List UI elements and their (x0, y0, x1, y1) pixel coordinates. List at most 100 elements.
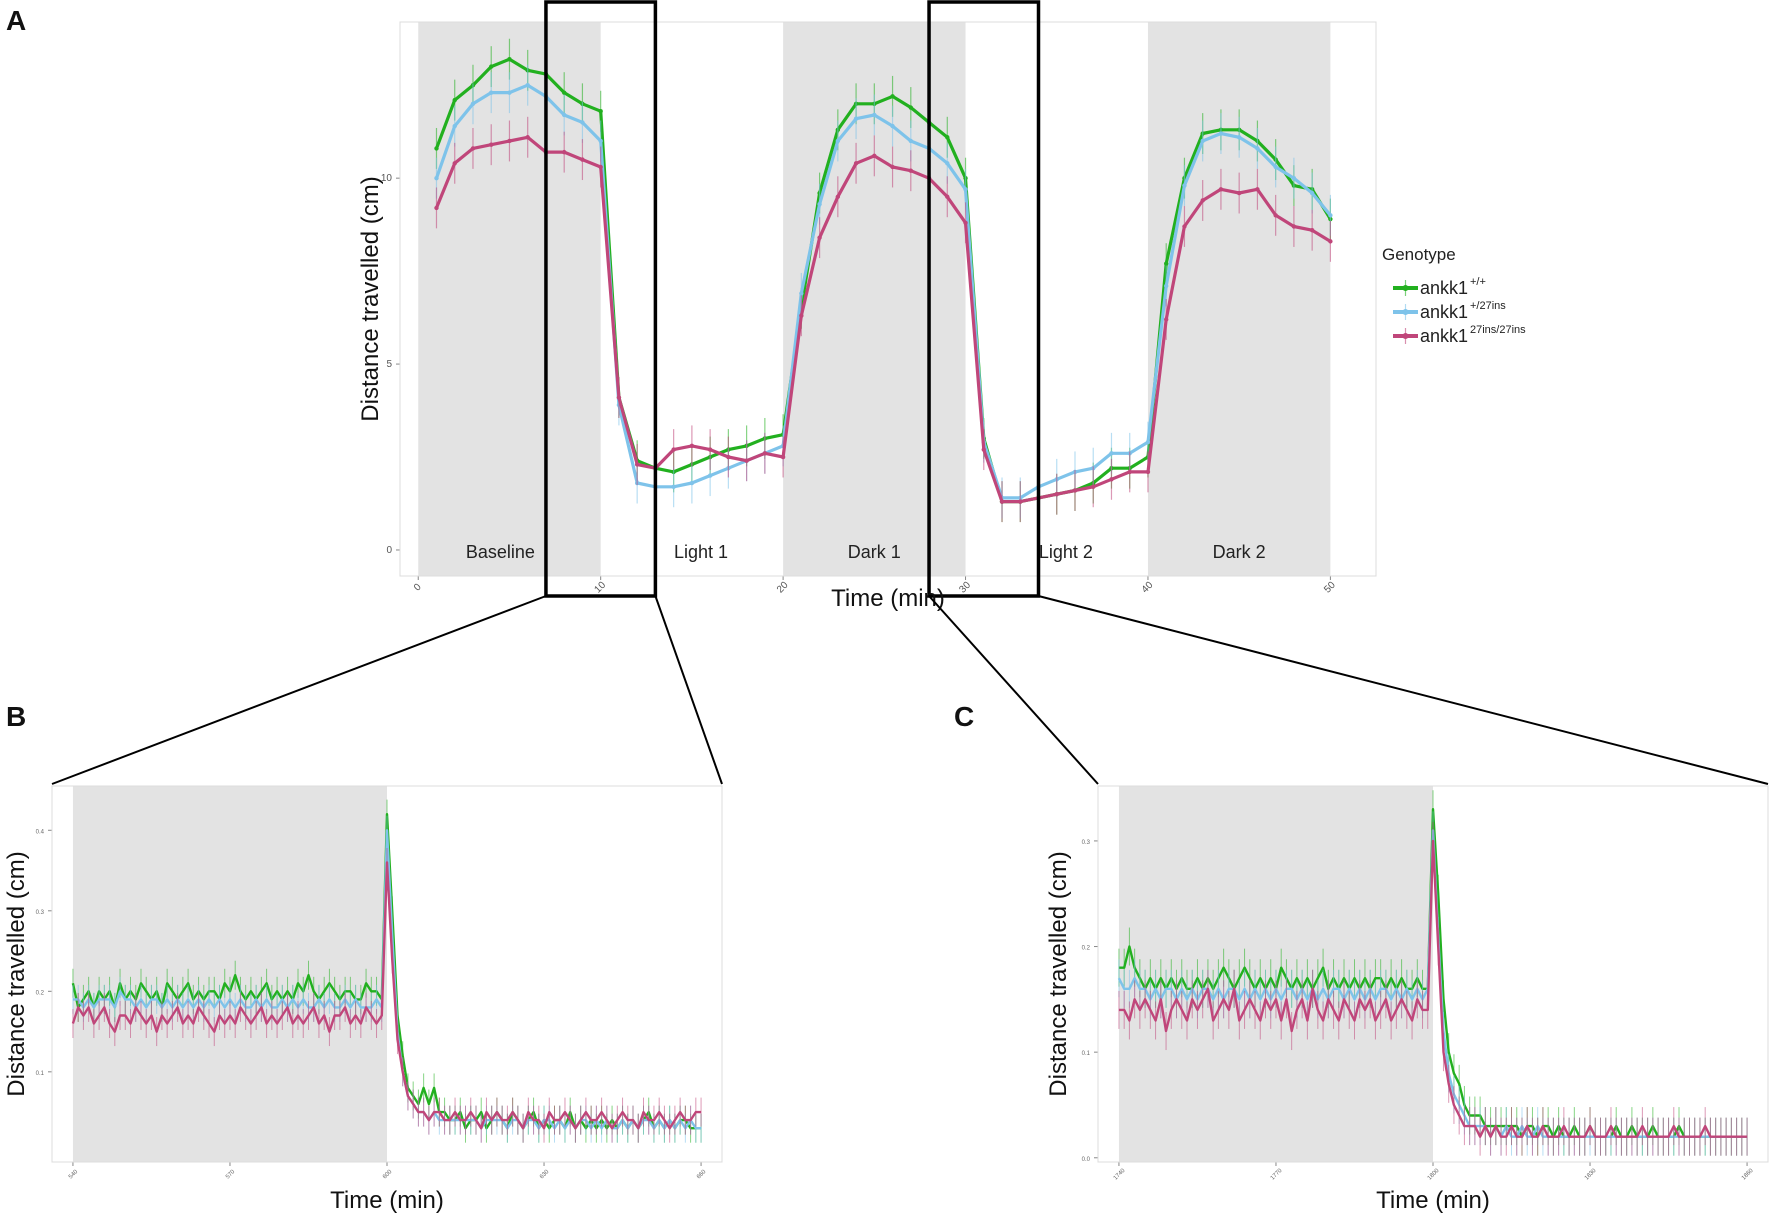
panel-a-data-point (799, 313, 804, 318)
panel-a-data-point (707, 473, 713, 478)
legend-label-2: ankk1 (1420, 302, 1468, 322)
panel-c-plot: 0.0 0.1 0.2 0.3 1740 1770 1800 1830 1860 (1082, 785, 1769, 1182)
panel-a-data-point (507, 56, 512, 62)
legend-title: Genotype (1382, 245, 1456, 264)
panel-b-plot: 0.1 0.2 0.3 0.4 540 570 600 630 660 (36, 785, 723, 1181)
panel-a-data-point (1328, 239, 1333, 244)
panel-a-data-point (616, 395, 622, 400)
panel-a-data-point (908, 105, 914, 110)
panel-c-frame (1097, 785, 1769, 1163)
panel-a-data-point (1018, 499, 1023, 504)
panel-a-series-line-3 (435, 135, 1332, 504)
legend-key-point-1 (1402, 285, 1409, 291)
panel-a-phase-label-2: Light 1 (674, 542, 728, 562)
panel-a-data-point (1218, 187, 1224, 192)
panel-a-y-axis-title: Distance travelled (cm) (357, 176, 384, 421)
panel-a-phase-label-5: Dark 2 (1213, 542, 1266, 562)
panel-c-x-axis-title: Time (min) (1376, 1187, 1490, 1214)
panel-b-x-tick-label: 660 (696, 1169, 708, 1181)
panel-a-data-point (561, 90, 567, 95)
panel-a-data-point (1072, 488, 1078, 493)
panel-letter-c: C (954, 701, 974, 732)
panel-a-data-point (726, 454, 731, 460)
panel-a-data-point (780, 454, 786, 460)
panel-c-x-tick-label: 1740 (1113, 1167, 1127, 1181)
panel-a-data-point (908, 168, 914, 173)
panel-a-data-point (835, 138, 841, 144)
panel-a-data-point (580, 120, 585, 125)
panel-a-data-point (1127, 469, 1132, 475)
panel-a-data-point (799, 291, 804, 296)
panel-a-data-point (1109, 451, 1114, 456)
panel-a-x-tick-label: 30 (957, 580, 973, 596)
panel-a-data-point (671, 447, 676, 452)
panel-a-data-point (598, 164, 603, 170)
panel-b-y-tick-label: 0.4 (36, 829, 45, 835)
panel-b-x-axis-title: Time (min) (330, 1187, 444, 1214)
panel-a-data-point (890, 164, 895, 170)
panel-a-zoom-box-1 (544, 0, 658, 598)
connector-c-left (928, 595, 1099, 785)
panel-a-data-point (689, 443, 695, 449)
panel-a-phase-label-3: Dark 1 (848, 542, 901, 562)
panel-a-data-point (561, 149, 567, 155)
panel-a-data-point (908, 138, 914, 144)
panel-a-data-point (507, 90, 512, 95)
panel-c-y-tick-label: 0.0 (1082, 1157, 1091, 1163)
zoom-connector-lines (51, 595, 1769, 785)
panel-a-data-point (580, 157, 585, 162)
panel-a-shaded-period-3 (1147, 22, 1331, 576)
panel-a-x-tick-label: 20 (775, 580, 791, 596)
panel-a-y-tick-label: 0 (386, 545, 392, 556)
panel-a-data-point (1273, 213, 1278, 218)
panel-a-data-point (1109, 477, 1114, 482)
panel-a-data-point (853, 161, 859, 166)
panel-a-data-point (1236, 135, 1242, 140)
panel-a-data-point (945, 135, 950, 140)
legend-key-point-2 (1402, 309, 1409, 315)
panel-c-x-tick-label: 1830 (1584, 1167, 1598, 1181)
panel-a-data-point (1200, 138, 1205, 144)
connector-b-right (654, 595, 723, 785)
panel-a-x-tick-label: 50 (1322, 580, 1338, 596)
connector-c-right (1038, 595, 1769, 785)
panel-a-data-point (1164, 317, 1169, 322)
panel-c-x-tick-label: 1860 (1741, 1167, 1755, 1181)
panel-c-x-tick-label: 1770 (1270, 1167, 1284, 1181)
panel-c-y-tick-label: 0.2 (1082, 946, 1091, 952)
panel-b-x-tick-label: 540 (68, 1169, 80, 1181)
legend-label-superscript-3: 27ins/27ins (1470, 324, 1526, 336)
panel-a-data-point (744, 458, 749, 463)
panel-a-data-point (1309, 228, 1315, 233)
panel-a-data-point (872, 112, 877, 118)
panel-a-data-point (1218, 131, 1224, 136)
panel-a-data-point (1309, 190, 1315, 196)
panel-a-frame (399, 21, 1377, 577)
panel-a-y-tick-label: 5 (386, 359, 392, 370)
connector-b-left (51, 595, 547, 785)
panel-c-y-axis-title: Distance travelled (cm) (1045, 851, 1072, 1096)
panel-a-data-point (1182, 183, 1187, 188)
panel-b-y-tick-label: 0.1 (36, 1071, 45, 1077)
panel-a-data-point (1255, 187, 1260, 192)
panel-a-data-point (1236, 190, 1242, 196)
panel-a-data-point (1291, 175, 1297, 181)
panel-a-data-point (689, 480, 695, 486)
panel-b-x-tick-label: 570 (225, 1169, 237, 1181)
panel-a-data-point (890, 94, 895, 99)
panel-c-x-tick-label: 1800 (1427, 1167, 1441, 1181)
panel-a-data-point (890, 123, 895, 129)
panel-a-data-point (452, 161, 457, 166)
panel-a-data-point (525, 135, 530, 140)
panel-a-data-point (671, 484, 676, 489)
panel-a-data-point (1145, 469, 1151, 475)
panel-a-data-point (1091, 484, 1096, 489)
panel-c-series-line-3 (1118, 839, 1748, 1138)
panel-b-series-line-3 (71, 861, 702, 1130)
panel-a-data-point (707, 447, 713, 452)
panel-a-data-point (817, 235, 822, 240)
panel-a-data-point (470, 101, 476, 106)
panel-a-data-point (634, 462, 640, 467)
